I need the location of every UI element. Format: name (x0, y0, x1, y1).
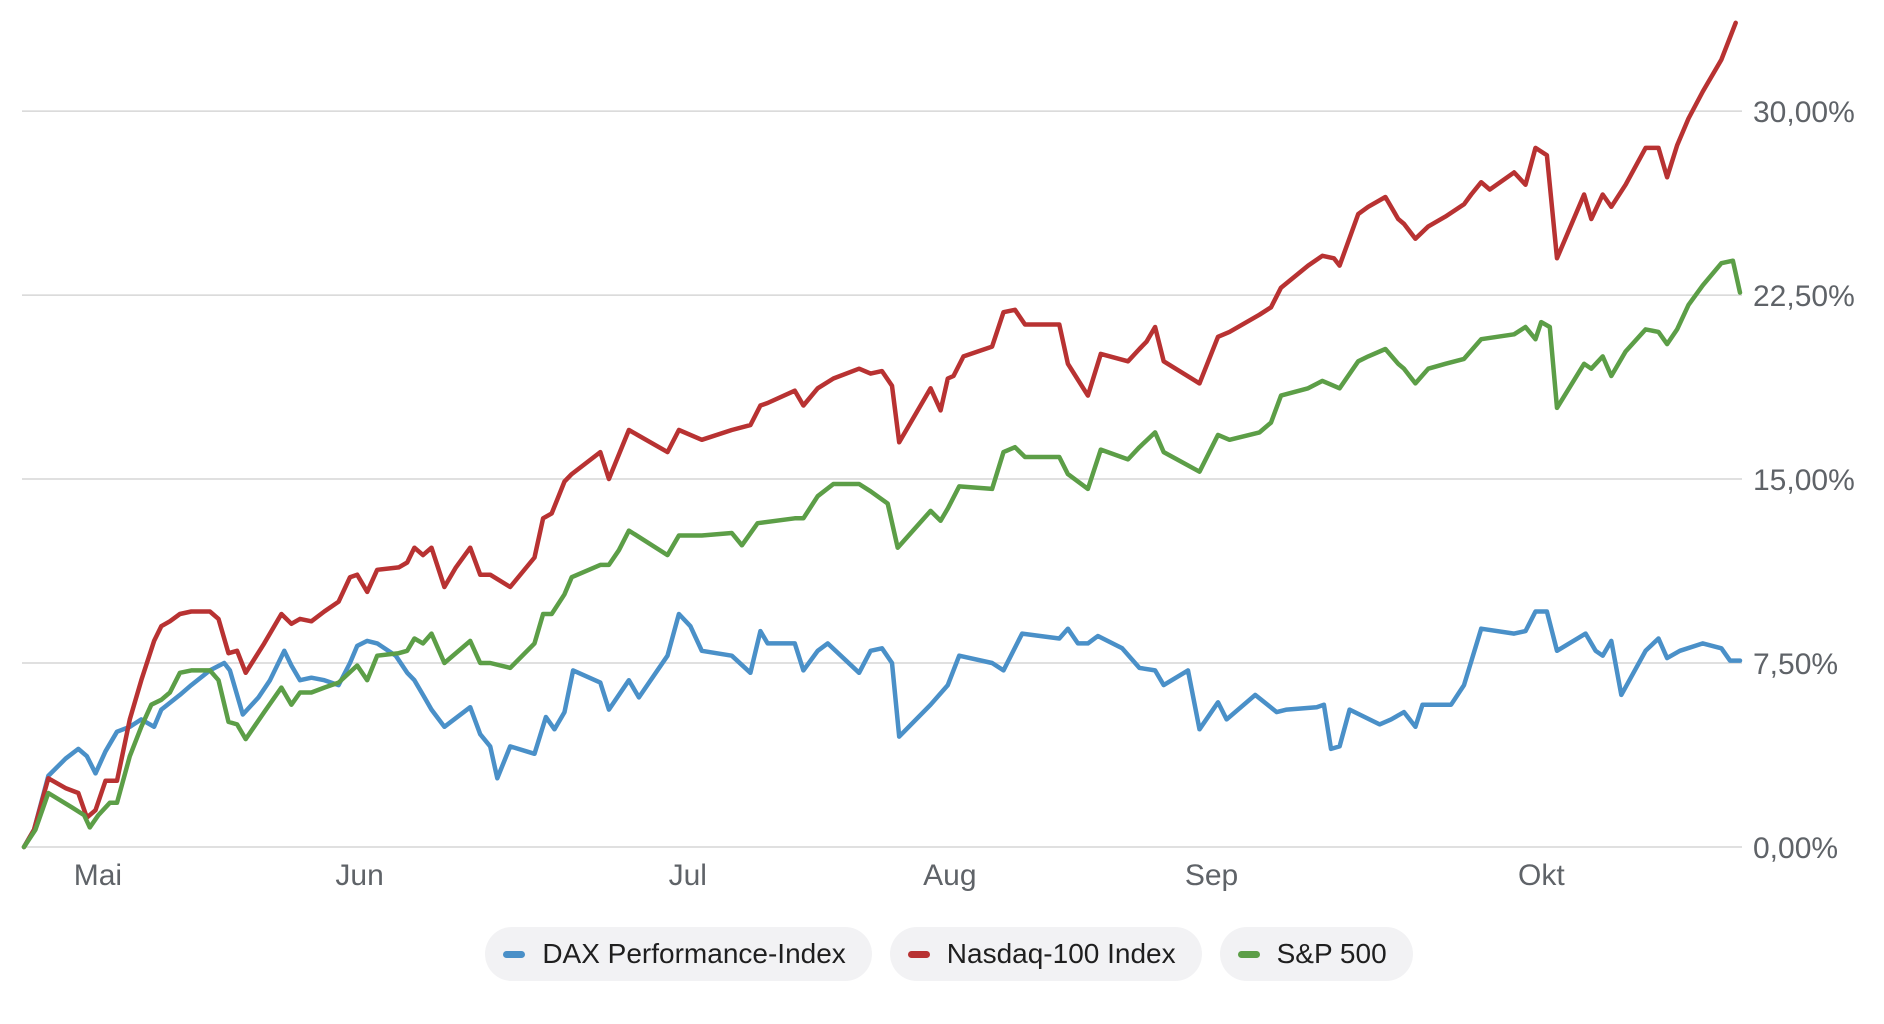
x-tick-label: Aug (923, 859, 976, 892)
y-axis-labels: 0,00% 7,50% 15,00% 22,50% 30,00% (1753, 96, 1855, 865)
legend: DAX Performance-Index Nasdaq-100 Index S… (0, 927, 1884, 981)
series-line-sp500[interactable] (21, 258, 1743, 850)
legend-swatch-nasdaq (907, 950, 930, 958)
legend-item-dax[interactable]: DAX Performance-Index (485, 927, 872, 981)
legend-item-nasdaq[interactable]: Nasdaq-100 Index (889, 927, 1202, 981)
y-tick-label: 22,50% (1753, 280, 1855, 313)
y-tick-label: 15,00% (1753, 464, 1855, 497)
series-line-nasdaq[interactable] (21, 20, 1738, 850)
x-tick-label: Jun (335, 859, 383, 892)
legend-label-dax: DAX Performance-Index (542, 938, 846, 969)
series-line-dax[interactable] (21, 609, 1743, 850)
x-axis-labels: Mai Jun Jul Aug Sep Okt (74, 859, 1566, 892)
x-tick-label: Okt (1518, 859, 1565, 892)
legend-swatch-sp500 (1237, 950, 1260, 958)
legend-label-nasdaq: Nasdaq-100 Index (946, 938, 1176, 969)
line-chart: 0,00% 7,50% 15,00% 22,50% 30,00% Mai Jun Jul Au… (21, 20, 1855, 892)
legend-label-sp500: S&P 500 (1276, 938, 1387, 969)
y-tick-label: 30,00% (1753, 96, 1855, 129)
y-tick-label: 7,50% (1753, 648, 1838, 681)
series-lines (21, 20, 1743, 850)
y-tick-label: 0,00% (1753, 832, 1838, 865)
x-tick-label: Sep (1185, 859, 1238, 892)
legend-swatch-dax (503, 950, 526, 958)
x-tick-label: Jul (669, 859, 707, 892)
x-tick-label: Mai (74, 859, 122, 892)
gridlines (22, 110, 1742, 848)
legend-item-sp500[interactable]: S&P 500 (1219, 927, 1413, 981)
